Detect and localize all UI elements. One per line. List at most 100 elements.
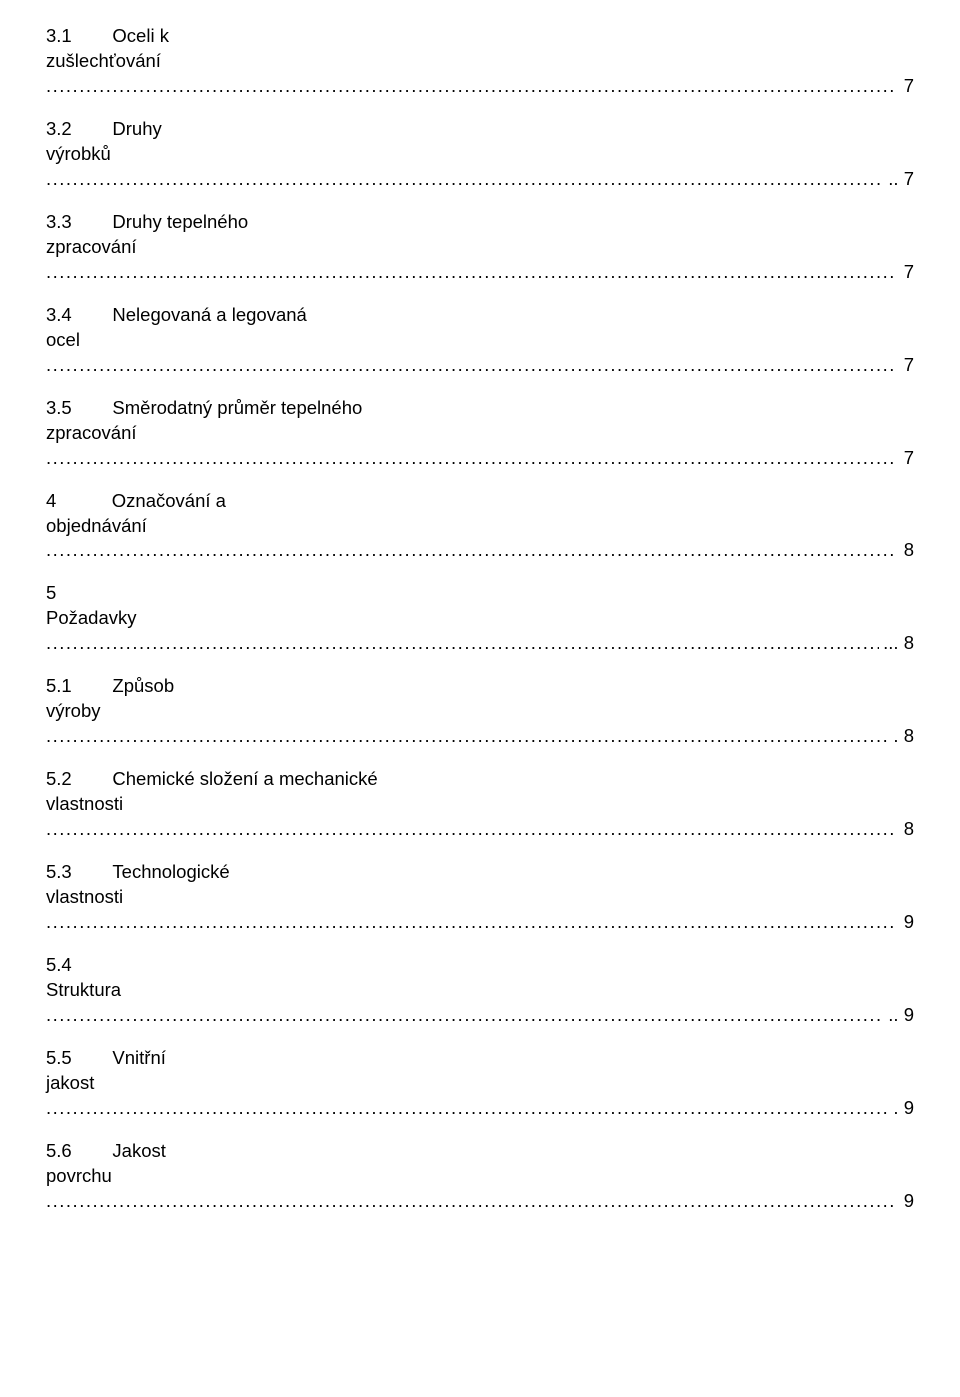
toc-page-number: 9	[895, 1189, 914, 1214]
toc-entry: 5.5 Vnitřní jakost........................…	[46, 1046, 914, 1121]
toc-leader-dots: ........................................…	[46, 724, 889, 749]
toc-entry-number: 5.4	[46, 953, 72, 978]
toc-entry-heading: 5.5 Vnitřní jakost	[46, 1046, 914, 1096]
toc-entry-title-line1: Chemické složení a mechanické	[112, 768, 377, 789]
toc-entry-number: 5.1	[46, 674, 72, 699]
toc-entry-number: 3.2	[46, 117, 72, 142]
toc-leader-line: ........................................…	[46, 74, 914, 99]
toc-page-number: 9	[895, 910, 914, 935]
toc-entry: 5.2 Chemické složení a mechanické vlastnos…	[46, 767, 914, 842]
toc-entry-title-line2: objednávání	[46, 515, 147, 536]
toc-entry-title-line2: výroby	[46, 700, 101, 721]
table-of-contents: 3.1 Oceli k zušlechťování.................…	[46, 24, 914, 1214]
toc-entry-heading: 5.1 Způsob výroby	[46, 674, 914, 724]
toc-entry-number: 5.6	[46, 1139, 72, 1164]
toc-leader-line: ........................................…	[46, 260, 914, 285]
toc-entry-heading: 4 Označování a objednávání	[46, 489, 914, 539]
toc-entry-heading: 5.6 Jakostpovrchu	[46, 1139, 914, 1189]
toc-leader-dots: ........................................…	[46, 1189, 895, 1214]
toc-leader-line: ........................................…	[46, 1003, 914, 1028]
toc-page-number: . 9	[889, 1096, 914, 1121]
toc-entry-title-line2: Požadavky	[46, 607, 137, 628]
toc-entry-number: 3.5	[46, 396, 72, 421]
toc-entry: 3.2 Druhyvýrobků.........................…	[46, 117, 914, 192]
toc-entry-number: 3.3	[46, 210, 72, 235]
toc-leader-line: ........................................…	[46, 538, 914, 563]
toc-entry: 5.6 Jakostpovrchu........................…	[46, 1139, 914, 1214]
toc-leader-line: ........................................…	[46, 910, 914, 935]
toc-entry-title-line1: Vnitřní	[112, 1047, 165, 1068]
toc-entry: 5Požadavky..............................…	[46, 581, 914, 656]
toc-entry-number: 5.2	[46, 767, 72, 792]
toc-leader-dots: ........................................…	[46, 631, 879, 656]
toc-entry: 3.3 Druhy tepelného zpracování............…	[46, 210, 914, 285]
toc-page-number: .. 7	[884, 167, 914, 192]
toc-entry-title-line1: Oceli k	[112, 25, 169, 46]
toc-leader-line: ........................................…	[46, 817, 914, 842]
toc-leader-dots: ........................................…	[46, 260, 895, 285]
toc-entry: 4 Označování a objednávání................…	[46, 489, 914, 564]
toc-entry-number: 5.3	[46, 860, 72, 885]
toc-entry-heading: 3.2 Druhyvýrobků	[46, 117, 914, 167]
toc-entry-title-line2: zpracování	[46, 236, 137, 257]
toc-entry-title-line2: vlastnosti	[46, 886, 123, 907]
toc-entry-title-line2: ocel	[46, 329, 80, 350]
toc-entry-number: 5.5	[46, 1046, 72, 1071]
toc-page-number: 8	[895, 538, 914, 563]
toc-entry-heading: 3.4 Nelegovaná a legovaná ocel	[46, 303, 914, 353]
toc-leader-dots: ........................................…	[46, 1003, 884, 1028]
toc-entry: 3.4 Nelegovaná a legovaná ocel............…	[46, 303, 914, 378]
toc-entry-title-line1: Označování a	[112, 490, 226, 511]
toc-leader-dots: ........................................…	[46, 538, 895, 563]
toc-entry-heading: 5.4Struktura	[46, 953, 914, 1003]
toc-entry: 3.1 Oceli k zušlechťování.................…	[46, 24, 914, 99]
toc-leader-line: ........................................…	[46, 167, 914, 192]
toc-entry-heading: 5Požadavky	[46, 581, 914, 631]
toc-entry-title-line2: zušlechťování	[46, 50, 161, 71]
toc-leader-line: ........................................…	[46, 1189, 914, 1214]
toc-page-number: ... 8	[879, 631, 914, 656]
toc-entry-title-line1: Technologické	[112, 861, 229, 882]
toc-entry-title-line1: Druhy tepelného	[112, 211, 248, 232]
toc-entry-number: 4	[46, 489, 56, 514]
toc-entry: 5.3 Technologické vlastnosti..............…	[46, 860, 914, 935]
toc-page-number: 7	[895, 353, 914, 378]
toc-leader-dots: ........................................…	[46, 1096, 889, 1121]
toc-leader-line: ........................................…	[46, 724, 914, 749]
toc-entry-heading: 3.3 Druhy tepelného zpracování	[46, 210, 914, 260]
toc-leader-dots: ........................................…	[46, 910, 895, 935]
toc-entry-title-line2: výrobků	[46, 143, 111, 164]
toc-page-number: . 8	[889, 724, 914, 749]
toc-page-number: 7	[895, 446, 914, 471]
toc-leader-dots: ........................................…	[46, 817, 895, 842]
toc-entry-title-line2: jakost	[46, 1072, 94, 1093]
toc-entry-number: 3.4	[46, 303, 72, 328]
toc-entry-title-line2: vlastnosti	[46, 793, 123, 814]
toc-entry-number: 3.1	[46, 24, 72, 49]
toc-leader-line: ........................................…	[46, 446, 914, 471]
toc-entry-title-line1: Způsob	[112, 675, 174, 696]
toc-leader-line: ........................................…	[46, 1096, 914, 1121]
toc-page-number: .. 9	[884, 1003, 914, 1028]
toc-entry: 5.4Struktura............................…	[46, 953, 914, 1028]
toc-leader-dots: ........................................…	[46, 74, 895, 99]
toc-leader-dots: ........................................…	[46, 167, 884, 192]
toc-leader-dots: ........................................…	[46, 353, 895, 378]
toc-leader-line: ........................................…	[46, 631, 914, 656]
toc-entry-title-line2: Struktura	[46, 979, 121, 1000]
toc-entry-title-line1: Druhy	[112, 118, 161, 139]
toc-page-number: 7	[895, 74, 914, 99]
toc-leader-dots: ........................................…	[46, 446, 895, 471]
toc-entry-heading: 3.1 Oceli k zušlechťování	[46, 24, 914, 74]
toc-entry-heading: 5.3 Technologické vlastnosti	[46, 860, 914, 910]
toc-entry-heading: 5.2 Chemické složení a mechanické vlastnos…	[46, 767, 914, 817]
toc-leader-line: ........................................…	[46, 353, 914, 378]
toc-entry: 3.5Směrodatný průměr tepelnéhozpracování…	[46, 396, 914, 471]
toc-entry: 5.1 Způsob výroby.........................…	[46, 674, 914, 749]
toc-entry-title-line1: Jakost	[112, 1140, 165, 1161]
toc-entry-title-line2: povrchu	[46, 1165, 112, 1186]
toc-page-number: 7	[895, 260, 914, 285]
toc-entry-number: 5	[46, 581, 56, 606]
toc-entry-title-line1: Nelegovaná a legovaná	[112, 304, 306, 325]
toc-page-number: 8	[895, 817, 914, 842]
